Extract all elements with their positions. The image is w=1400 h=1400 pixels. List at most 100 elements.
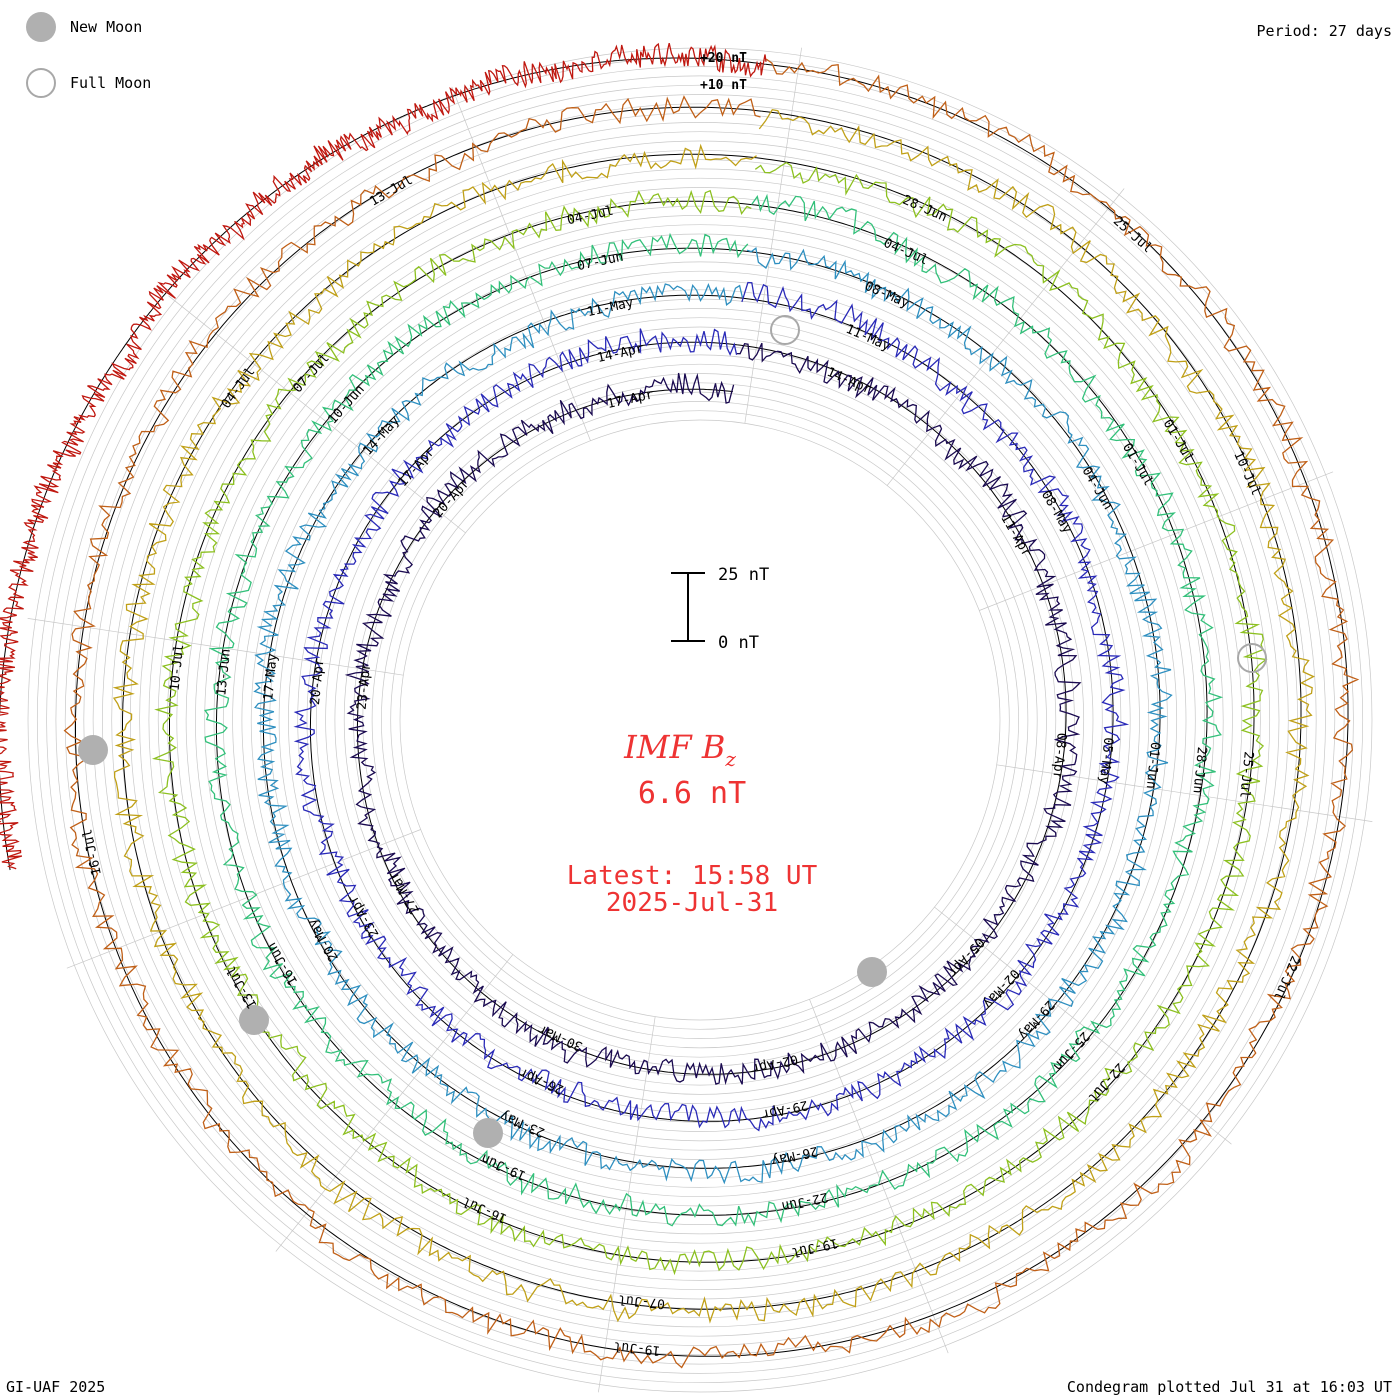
full-moon-icon xyxy=(26,68,56,98)
series-trace xyxy=(293,281,1130,1132)
date-label: 04-Jul xyxy=(881,236,930,269)
moon-markers xyxy=(78,315,1267,1148)
date-label: 22-Jul xyxy=(1085,1060,1127,1105)
series-trace xyxy=(0,42,767,870)
grid-ring xyxy=(55,75,1345,1365)
new-moon-marker xyxy=(857,957,887,987)
grid-spoke xyxy=(886,188,1125,486)
grid-ring xyxy=(241,261,1159,1179)
grid-spoke xyxy=(66,829,421,969)
period-label: Period: 27 days xyxy=(1256,22,1392,40)
grid-spoke xyxy=(27,618,404,676)
full-moon-marker xyxy=(770,315,800,345)
date-label: 20-Apr xyxy=(308,657,328,705)
date-label: 29-Apr xyxy=(760,1097,809,1122)
date-label: 16-Jun xyxy=(265,939,302,987)
credit-label: GI-UAF 2025 xyxy=(6,1378,106,1396)
date-label: 05-May xyxy=(1096,737,1116,785)
grid-spoke xyxy=(996,764,1373,822)
date-label: 10-Jul xyxy=(1230,449,1263,498)
full-moon-marker xyxy=(1237,643,1267,673)
legend-full-moon: Full Moon xyxy=(26,68,151,98)
grid-spoke xyxy=(168,295,466,534)
legend-new-moon-label: New Moon xyxy=(70,18,143,36)
date-label: 07-Jul xyxy=(290,351,332,396)
legend-full-moon-label: Full Moon xyxy=(70,74,152,92)
date-label: 16-Jul xyxy=(80,828,105,877)
grid-ring xyxy=(176,196,1224,1244)
zero-level-ring xyxy=(309,297,1114,1122)
date-label: 23-Apr xyxy=(355,662,375,710)
date-label: 14-Apr xyxy=(596,341,645,366)
grid-spoke xyxy=(809,999,949,1354)
grid-ring xyxy=(306,326,1094,1114)
date-label: 20-Apr xyxy=(431,476,474,521)
axis-label-plus20: +20 nT xyxy=(700,51,747,66)
legend-new-moon: New Moon xyxy=(26,12,142,42)
date-label: 17-Apr xyxy=(396,445,439,490)
grid-ring xyxy=(139,159,1261,1281)
date-label: 20-May xyxy=(305,916,342,964)
date-label: 26-Apr xyxy=(517,1064,566,1097)
plotted-label: Condegram plotted Jul 31 at 16:03 UT xyxy=(1066,1378,1392,1396)
date-label: 22-Jul xyxy=(1270,953,1303,1002)
date-label: 04-Jul xyxy=(566,204,615,229)
date-label: 11-May xyxy=(843,322,892,355)
date-label: 17-Apr xyxy=(606,387,655,412)
grid-ring xyxy=(64,84,1336,1356)
date-label: 25-Jul xyxy=(1236,751,1256,799)
zero-level-ring xyxy=(75,63,1349,1357)
date-label: 28-Jun xyxy=(1189,746,1209,794)
grid-ring xyxy=(269,289,1131,1151)
grid-ring xyxy=(167,187,1233,1253)
date-label: 17-May xyxy=(261,653,281,701)
series-trace xyxy=(253,247,1173,1185)
latest-date: 2025-Jul-31 xyxy=(606,888,778,918)
series-trace xyxy=(203,193,1224,1227)
zero-level-ring xyxy=(169,157,1255,1263)
date-label: 08-May xyxy=(862,279,911,312)
grid-ring xyxy=(74,94,1326,1346)
grid-ring xyxy=(36,56,1364,1384)
grid-ring xyxy=(315,335,1085,1105)
date-label: 10-Jul xyxy=(168,643,188,691)
date-label: 04-Jun xyxy=(1078,464,1115,512)
grid-ring xyxy=(185,205,1215,1235)
grid-ring xyxy=(83,103,1317,1337)
series-trace xyxy=(63,58,1360,1369)
series-trace xyxy=(112,108,1315,1324)
grid-ring xyxy=(46,66,1354,1374)
scale-bar-bottom-label: 0 nT xyxy=(718,633,759,653)
latest-time: Latest: 15:58 UT xyxy=(567,861,818,891)
date-label: 07-Jul xyxy=(618,1291,666,1311)
scale-bar-top-label: 25 nT xyxy=(718,565,769,585)
grid-ring xyxy=(325,345,1075,1095)
zero-level-ring xyxy=(262,250,1161,1169)
new-moon-marker xyxy=(78,735,108,765)
grid-ring xyxy=(27,47,1373,1393)
date-label: 05-Apr xyxy=(944,935,987,980)
center-title-main: IMF B xyxy=(623,728,725,766)
center-title: IMF Bz xyxy=(623,728,736,771)
center-title-sub: z xyxy=(724,747,736,771)
grid-ring xyxy=(297,317,1103,1123)
series-trace xyxy=(344,342,1082,1086)
new-moon-marker xyxy=(473,1118,503,1148)
grid-ring xyxy=(371,391,1029,1049)
grid-ring xyxy=(250,270,1150,1170)
grid-ring xyxy=(260,280,1140,1160)
date-label: 28-Jun xyxy=(900,193,949,226)
zero-level-ring xyxy=(0,57,766,871)
series-trace xyxy=(151,161,1268,1276)
zero-level-ring xyxy=(122,110,1302,1310)
date-label: 14-Apr xyxy=(824,365,873,398)
grid-spoke xyxy=(598,1016,656,1393)
grid-ring xyxy=(222,242,1178,1198)
date-label: 30-Mar xyxy=(536,1021,585,1054)
date-label: 13-Jul xyxy=(224,963,261,1011)
grid-spoke xyxy=(744,47,802,424)
date-label: 16-Jul xyxy=(460,1193,509,1226)
date-label: 26-May xyxy=(770,1143,819,1168)
grid-ring xyxy=(399,419,1001,1021)
